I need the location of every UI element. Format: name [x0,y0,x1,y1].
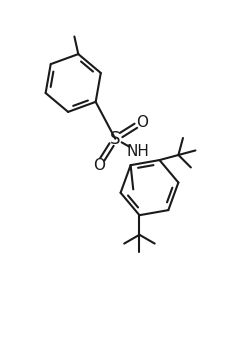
Text: O: O [135,115,147,130]
Text: O: O [92,158,104,173]
Text: S: S [110,130,120,148]
Text: NH: NH [126,144,149,159]
